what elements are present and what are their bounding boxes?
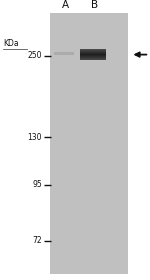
Bar [80,49,106,50]
Bar [80,59,106,60]
Bar [80,52,106,53]
Bar [80,54,106,55]
Bar [80,49,106,50]
Bar [80,51,106,52]
Bar [80,51,106,52]
Bar [80,56,106,57]
Bar [80,53,106,54]
Bar [80,59,106,60]
Bar [80,50,106,51]
Text: KDa: KDa [3,39,19,48]
Bar [80,57,106,58]
Bar [80,58,106,59]
Text: 130: 130 [27,133,42,142]
Text: A: A [62,0,69,10]
Text: B: B [91,0,98,10]
Bar [80,50,106,51]
Bar [50,13,128,274]
Bar [80,54,106,55]
Bar [80,58,106,59]
Bar [80,57,106,58]
Text: 250: 250 [27,52,42,60]
Bar [80,56,106,57]
Bar [80,52,106,53]
Text: 95: 95 [32,180,42,189]
Bar [80,55,106,56]
Text: 72: 72 [32,236,42,245]
Bar [80,55,106,56]
Bar [54,52,74,55]
Bar [80,53,106,54]
